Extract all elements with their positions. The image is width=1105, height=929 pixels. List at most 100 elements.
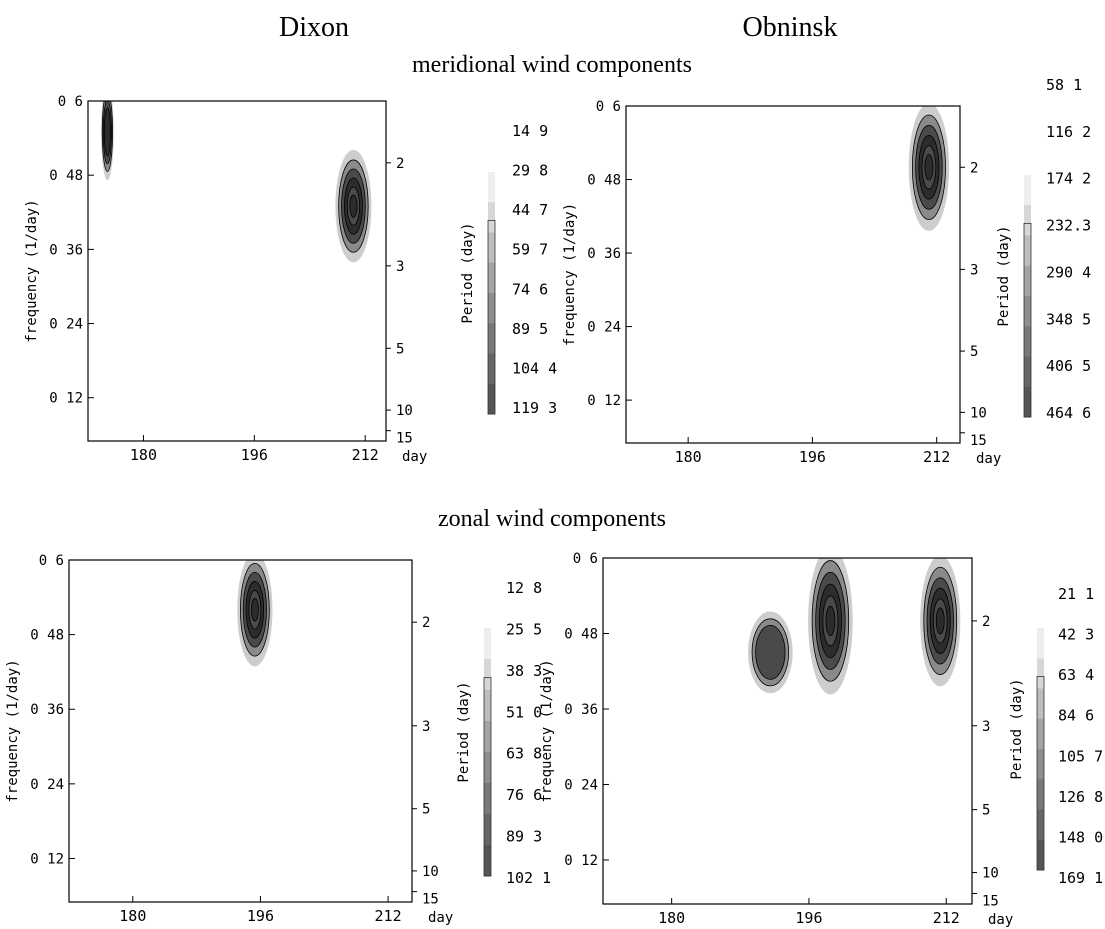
xtick-label: 212 (375, 907, 402, 925)
ytick-label: 0 12 (587, 393, 621, 409)
ytick-label: 0 12 (564, 853, 598, 869)
colorbar-segment (484, 659, 491, 691)
period-tick-label: 15 (422, 892, 439, 908)
period-tick-label: 2 (422, 615, 430, 631)
period-tick-label: 3 (970, 262, 978, 278)
period-tick-label: 10 (982, 866, 999, 882)
colorbar-label: 84 6 (1058, 707, 1094, 725)
xunit-label: day (402, 449, 427, 465)
ylabel: frequency (1/day) (562, 203, 578, 346)
ylabel: frequency (1/day) (539, 659, 555, 802)
colorbar-label: 44 7 (512, 201, 548, 219)
blob-3-level-6 (935, 607, 945, 635)
colorbar-label: 59 7 (512, 241, 548, 259)
colorbar-segment (1037, 658, 1044, 689)
xtick-label: 196 (241, 446, 268, 464)
colorbar-segment (484, 628, 491, 660)
blob-1-level-6 (250, 598, 259, 622)
colorbar-label: 74 6 (512, 280, 548, 298)
colorbar-segment (1037, 809, 1044, 841)
colorbar (1036, 628, 1045, 871)
colorbar-segment (488, 262, 495, 294)
colorbar-label: 169 1 (1058, 869, 1103, 887)
colorbar-frame (1023, 222, 1032, 418)
colorbar-segment (1024, 356, 1031, 388)
spectrum-blobs (101, 101, 372, 263)
colorbar-segment (484, 845, 491, 877)
colorbar-label: 116 2 (1046, 123, 1091, 141)
colorbar-segment (1037, 628, 1044, 659)
xtick-label: 180 (130, 446, 157, 464)
colorbar-label: 148 0 (1058, 828, 1103, 846)
period-tick-label: 2 (982, 614, 990, 630)
plot-frame (602, 557, 973, 905)
colorbar-segment (1024, 235, 1031, 267)
ytick-label: 0 48 (49, 168, 83, 184)
period-tick-label: 15 (970, 433, 987, 449)
colorbar-label: 38 3 (506, 662, 542, 680)
colorbar (1023, 175, 1032, 418)
colorbar-segment (488, 202, 495, 233)
colorbar-label: 105 7 (1058, 747, 1103, 765)
xtick-label: 196 (247, 907, 274, 925)
colorbar-label: 42 3 (1058, 626, 1094, 644)
xtick-label: 212 (352, 446, 379, 464)
panels-group: 0 6 0 48 0 36 0 24 0 12 180 196 212 day frequency… (5, 76, 1103, 928)
ytick-label: 0 24 (30, 777, 64, 793)
colorbar-label: 51 0 (506, 703, 542, 721)
colorbar-segment (1024, 205, 1031, 236)
panel-2: 0 6 0 48 0 36 0 24 0 12 180 196 212 day frequency… (562, 76, 1091, 467)
colorbar (483, 628, 492, 877)
ytick-label: 0 36 (564, 702, 598, 718)
period-tick-label: 5 (982, 803, 990, 819)
colorbar-label: 104 4 (512, 359, 557, 377)
xtick-label: 196 (799, 448, 826, 466)
colorbar-segment (1037, 839, 1044, 871)
colorbar-segment (484, 721, 491, 753)
colorbar-label: 174 2 (1046, 170, 1091, 188)
blob-1-level-4 (103, 107, 111, 157)
colorbar-segment (1024, 175, 1031, 206)
ytick-label: 0 36 (49, 242, 83, 258)
period-tick-label: 15 (982, 894, 999, 910)
ytick-label: 0 24 (564, 777, 598, 793)
blob-1-level-3 (755, 624, 786, 680)
colorbar-segment (484, 690, 491, 722)
colorbar-segment (484, 752, 491, 784)
ytick-label: 0 6 (58, 94, 83, 110)
colorbar-label: 29 8 (512, 162, 548, 180)
period-tick-label: 3 (422, 719, 430, 735)
ytick-label: 0 12 (30, 851, 64, 867)
colorbar-segment (488, 323, 495, 354)
ytick-label: 0 24 (49, 317, 83, 333)
colorbar-label: 126 8 (1058, 788, 1103, 806)
colorbar-frame (487, 219, 496, 415)
colorbar-frame (483, 677, 492, 877)
colorbar-segment (488, 353, 495, 385)
panel-3: 0 6 0 48 0 36 0 24 0 12 180 196 212 day frequency… (5, 553, 551, 926)
colorbar (487, 172, 496, 415)
ytick-label: 0 48 (587, 173, 621, 189)
colorbar-label: 14 9 (512, 122, 548, 140)
period-tick-label: 2 (396, 156, 404, 172)
colorbar-segment (1037, 779, 1044, 810)
colorbar-label: 12 8 (506, 579, 542, 597)
xunit-label: day (988, 912, 1013, 928)
spectrum-blobs (748, 558, 961, 695)
colorbar-segment (1024, 386, 1031, 418)
ytick-label: 0 6 (596, 99, 621, 115)
xtick-label: 180 (675, 448, 702, 466)
xunit-label: day (976, 451, 1001, 467)
colorbar-segment (1037, 718, 1044, 750)
period-tick-label: 15 (396, 431, 413, 447)
ytick-label: 0 6 (39, 553, 64, 569)
panel-1: 0 6 0 48 0 36 0 24 0 12 180 196 212 day frequency… (24, 94, 557, 465)
colorbar-label: 102 1 (506, 869, 551, 887)
colorbar-label: 76 6 (506, 786, 542, 804)
station-title-right: Obninsk (743, 12, 838, 43)
period-label: Period (day) (1009, 678, 1025, 779)
ylabel: frequency (1/day) (5, 659, 21, 802)
period-tick-label: 10 (396, 403, 413, 419)
colorbar-label: 232.3 (1046, 217, 1091, 235)
